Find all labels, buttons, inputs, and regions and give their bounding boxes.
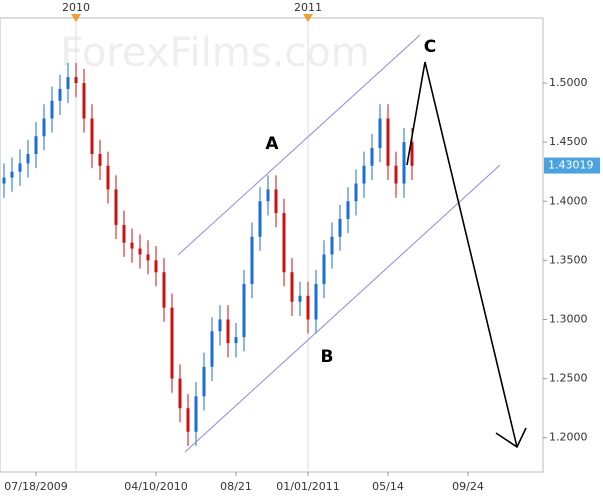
candle-body [362,165,366,184]
y-tick-label: 1.5000 [549,76,588,89]
year-label: 2010 [62,1,90,14]
candle-body [210,331,214,367]
annotation: B [321,347,334,367]
candle-body [194,396,198,432]
candle-body [130,242,134,249]
candle-body [42,118,46,137]
candle-body [178,378,182,409]
candle-body [90,118,94,154]
candle-body [282,213,286,273]
x-tick-label: 09/24 [452,480,484,493]
last-price-box [544,157,600,174]
y-tick-label: 1.2500 [549,372,588,385]
candle-body [346,201,350,219]
candle-body [266,189,270,202]
candle-body [34,136,38,154]
candle-body [314,284,318,320]
channel-lower [184,164,501,453]
candle-body [82,83,86,119]
candle-body [154,260,158,273]
candle-body [186,408,190,432]
candle-body [306,295,310,320]
candle-body [226,319,230,344]
candle-body [402,142,406,184]
candle-body [2,177,6,184]
candle-body [290,272,294,302]
candle-body [354,183,358,202]
year-label: 2011 [294,1,322,14]
candle-body [122,224,126,243]
x-tick-label: 07/18/2009 [4,480,67,493]
channel-upper [177,34,421,256]
candle-body [330,236,334,255]
projection-arrow [406,61,518,448]
y-tick-label: 1.2000 [549,431,588,444]
year-marker [303,14,313,22]
y-tick-label: 1.4500 [549,135,588,148]
candle-body [146,254,150,261]
candle-body [370,148,374,166]
candle-body [218,319,222,332]
last-price-label: 1.43019 [548,159,594,172]
candle-body [410,142,414,166]
annotation: C [424,37,436,57]
candle-body [162,272,166,308]
candle-body [250,236,254,285]
candle-body [74,77,78,84]
watermark: ForexFilms.com [60,30,369,76]
x-tick-label: 01/01/2011 [276,480,339,493]
arrow-head [495,427,527,449]
candle-body [10,171,14,178]
annotation: A [265,134,279,154]
candle-body [26,153,30,164]
candle-body [50,100,54,119]
x-tick-label: 05/14 [372,480,404,493]
candle-body [138,248,142,255]
candle-body [394,165,398,184]
candle-body [234,337,238,344]
y-tick-label: 1.4000 [549,194,588,207]
plot-frame [0,17,544,473]
candle-body [170,307,174,379]
candle-body [378,118,382,149]
candle-body [202,366,206,397]
candle-body [338,218,342,237]
candle-body [322,254,326,285]
y-tick-label: 1.3000 [549,312,588,325]
candle-body [58,88,62,101]
candle-body [242,284,246,338]
y-tick-label: 1.3500 [549,253,588,266]
x-tick-label: 04/10/2010 [124,480,187,493]
candle-body [274,189,278,214]
year-marker [71,14,81,22]
candle-body [18,163,22,172]
candle-body [106,165,110,190]
candle-body [114,189,118,225]
candle-body [298,295,302,302]
candle-body [258,201,262,237]
candle-body [386,118,390,166]
x-tick-label: 08/21 [220,480,252,493]
candle-body [66,77,70,89]
candle-body [98,153,102,166]
